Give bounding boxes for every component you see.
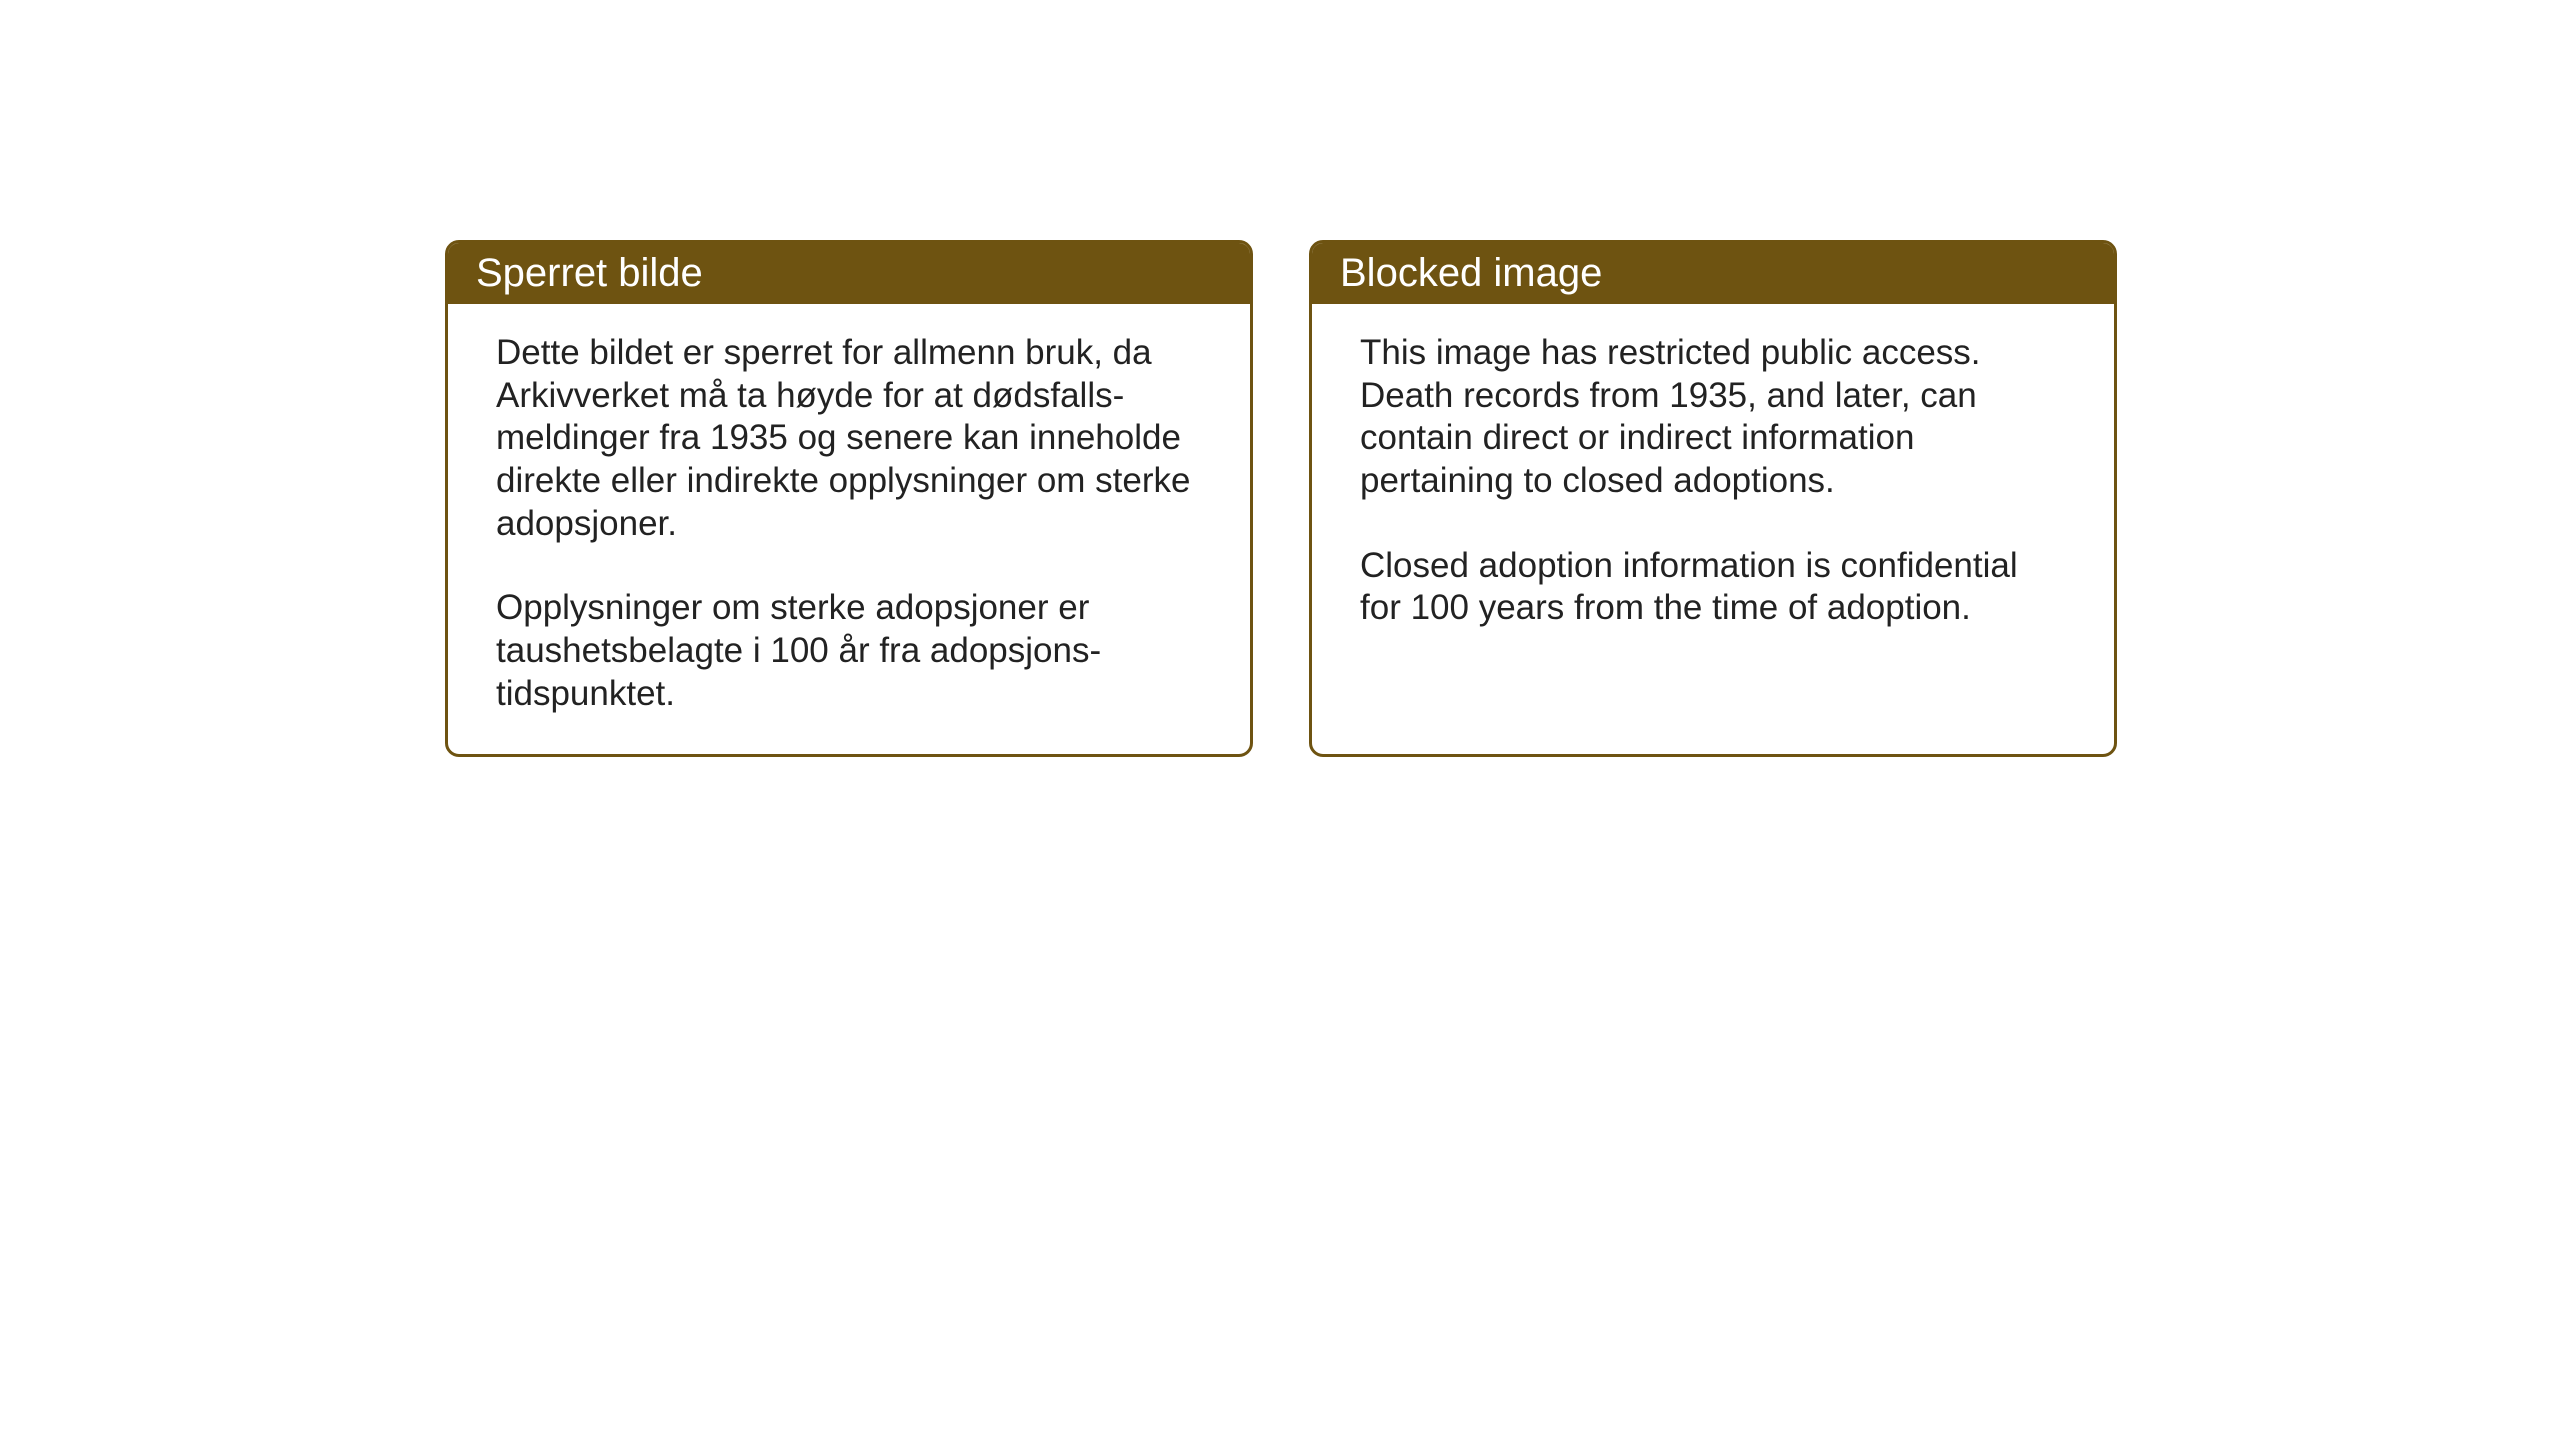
notice-card-norwegian: Sperret bilde Dette bildet er sperret fo… [445,240,1253,757]
card-title-norwegian: Sperret bilde [476,251,703,295]
card-paragraph-1-norwegian: Dette bildet er sperret for allmenn bruk… [496,332,1202,545]
card-title-english: Blocked image [1340,251,1602,295]
card-header-norwegian: Sperret bilde [448,243,1250,304]
card-paragraph-2-english: Closed adoption information is confident… [1360,545,2066,630]
card-header-english: Blocked image [1312,243,2114,304]
card-paragraph-2-norwegian: Opplysninger om sterke adopsjoner er tau… [496,587,1202,715]
card-paragraph-1-english: This image has restricted public access.… [1360,332,2066,503]
card-body-norwegian: Dette bildet er sperret for allmenn bruk… [448,304,1250,754]
notice-card-english: Blocked image This image has restricted … [1309,240,2117,757]
card-body-english: This image has restricted public access.… [1312,304,2114,668]
notice-cards-container: Sperret bilde Dette bildet er sperret fo… [445,240,2117,757]
